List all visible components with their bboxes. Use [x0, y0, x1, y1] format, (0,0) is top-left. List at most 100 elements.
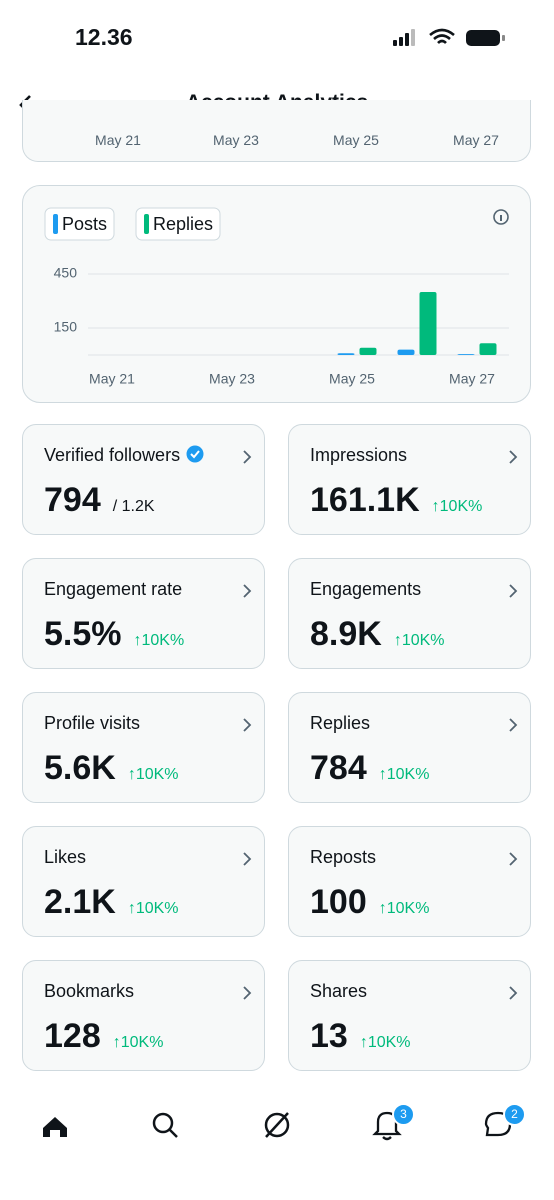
- metric-change: ↑10K%: [431, 498, 483, 515]
- nav-grok[interactable]: [264, 1112, 290, 1138]
- verified-icon: [186, 445, 204, 463]
- metric-value: 13: [310, 1017, 348, 1055]
- legend-swatch: [144, 214, 149, 234]
- chevron: [242, 985, 252, 1006]
- status-icons: [393, 28, 505, 46]
- metric-card[interactable]: Shares 13 ↑10K%: [288, 960, 531, 1071]
- chevron-icon: [509, 986, 518, 1000]
- metric-value: 100: [310, 883, 367, 921]
- metric-change: ↑10K%: [378, 900, 430, 917]
- chevron: [508, 449, 518, 470]
- metric-card[interactable]: Reposts 100 ↑10K%: [288, 826, 531, 937]
- metric-card[interactable]: Likes 2.1K ↑10K%: [22, 826, 265, 937]
- y-tick-label: 450: [54, 265, 78, 281]
- notification-badge: 3: [392, 1103, 415, 1126]
- chevron: [508, 985, 518, 1006]
- bar: [359, 347, 377, 355]
- x-tick-label: May 23: [209, 371, 255, 387]
- bar: [479, 343, 497, 355]
- metric-change: ↑10K%: [378, 766, 430, 783]
- metric-row: 13 ↑10K%: [310, 1017, 411, 1056]
- metric-label: Bookmarks: [44, 981, 135, 1001]
- bar: [419, 292, 437, 355]
- metric-row: 161.1K ↑10K%: [310, 481, 482, 520]
- metric-row: 5.5% ↑10K%: [44, 615, 184, 654]
- x-tick-label: May 27: [453, 132, 499, 148]
- metric-card[interactable]: Engagement rate 5.5% ↑10K%: [22, 558, 265, 669]
- legend-item: [44, 207, 115, 241]
- metric-card[interactable]: Replies 784 ↑10K%: [288, 692, 531, 803]
- chevron-icon: [509, 852, 518, 866]
- chevron-icon: [243, 584, 252, 598]
- legend-item: [135, 207, 221, 241]
- metric-note: / 1.2K: [112, 498, 155, 515]
- x-tick-label: May 27: [449, 371, 495, 387]
- metric-value: 5.6K: [44, 749, 116, 787]
- metric-value: 794: [44, 481, 101, 519]
- metric-change: ↑10K%: [112, 1034, 164, 1051]
- nav-home[interactable]: [43, 1117, 67, 1137]
- metric-change: ↑10K%: [133, 632, 185, 649]
- metric-label: Replies: [310, 713, 371, 733]
- x-tick-label: May 25: [333, 132, 379, 148]
- metric-value: 784: [310, 749, 367, 787]
- metric-label: Reposts: [310, 847, 377, 867]
- chevron: [242, 583, 252, 604]
- verified-badge: [186, 445, 204, 468]
- metric-row: 794 / 1.2K: [44, 481, 155, 520]
- bar: [397, 349, 415, 355]
- nav-search[interactable]: [152, 1112, 178, 1138]
- metric-label: Impressions: [310, 445, 408, 465]
- info-dot: [500, 215, 502, 221]
- chevron-icon: [243, 852, 252, 866]
- metric-change: ↑10K%: [359, 1034, 411, 1051]
- metric-value: 5.5%: [44, 615, 122, 653]
- metric-value: 8.9K: [310, 615, 382, 653]
- info-icon[interactable]: [493, 209, 509, 225]
- metric-card[interactable]: Engagements 8.9K ↑10K%: [288, 558, 531, 669]
- x-tick-label: May 23: [213, 132, 259, 148]
- bar: [337, 353, 355, 355]
- chevron: [508, 717, 518, 738]
- metric-card[interactable]: Verified followers 794 / 1.2K: [22, 424, 265, 535]
- x-tick-label: May 21: [95, 132, 141, 148]
- bar: [457, 354, 475, 355]
- message-badge: 2: [503, 1103, 526, 1126]
- info-circle: [493, 209, 509, 225]
- metric-label: Shares: [310, 981, 368, 1001]
- x-tick-label: May 25: [329, 371, 375, 387]
- previous-chart: May 21 May 23 May 25 May 27: [22, 100, 531, 162]
- chevron-icon: [509, 450, 518, 464]
- chevron-icon: [509, 584, 518, 598]
- chart: Posts Replies 150 450 May 21 May 23 May 25 May …: [44, 207, 509, 387]
- chevron-icon: [243, 718, 252, 732]
- metric-card[interactable]: Bookmarks 128 ↑10K%: [22, 960, 265, 1071]
- metric-label: Profile visits: [44, 713, 141, 733]
- chevron: [508, 583, 518, 604]
- metric-value: 128: [44, 1017, 101, 1055]
- bottom-nav: [43, 1111, 512, 1141]
- metric-value: 2.1K: [44, 883, 116, 921]
- metric-change: ↑10K%: [127, 766, 179, 783]
- metric-row: 5.6K ↑10K%: [44, 749, 179, 788]
- metric-change: ↑10K%: [393, 632, 445, 649]
- chevron: [242, 851, 252, 872]
- y-tick-label: 150: [54, 319, 78, 335]
- metric-row: 2.1K ↑10K%: [44, 883, 179, 922]
- metric-label: Engagements: [310, 579, 422, 599]
- metric-row: 784 ↑10K%: [310, 749, 429, 788]
- metric-row: 8.9K ↑10K%: [310, 615, 445, 654]
- metric-card[interactable]: Impressions 161.1K ↑10K%: [288, 424, 531, 535]
- chevron-icon: [509, 718, 518, 732]
- metric-label: Likes: [44, 847, 87, 867]
- x-tick-label: May 21: [89, 371, 135, 387]
- legend-label: Replies: [153, 214, 213, 234]
- chevron: [508, 851, 518, 872]
- metric-card[interactable]: Profile visits 5.6K ↑10K%: [22, 692, 265, 803]
- metric-label: Verified followers: [44, 445, 204, 468]
- metric-label: Engagement rate: [44, 579, 183, 599]
- metric-change: ↑10K%: [127, 900, 179, 917]
- chart-card: Posts Replies 150 450 May 21 May 23 May 25 May …: [22, 185, 531, 403]
- legend-swatch: [53, 214, 58, 234]
